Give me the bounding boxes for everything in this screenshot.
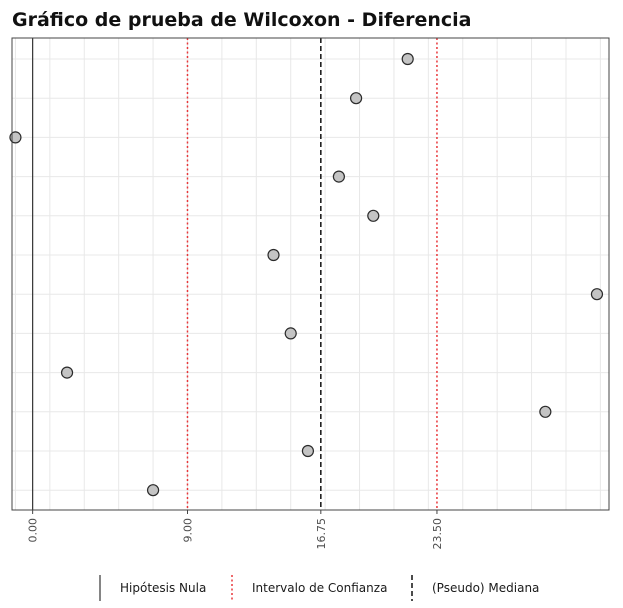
legend-label: (Pseudo) Mediana [432, 581, 539, 595]
data-point [284, 327, 297, 340]
data-point [267, 248, 280, 262]
legend-label: Intervalo de Confianza [252, 581, 387, 595]
reference-lines [32, 38, 438, 510]
x-tick-label: 23.50 [431, 518, 444, 550]
legend-label: Hipótesis Nula [120, 581, 206, 595]
data-point [301, 444, 315, 458]
chart-title: Gráfico de prueba de Wilcoxon - Diferenc… [12, 9, 472, 31]
data-point [367, 209, 380, 222]
data-point [9, 131, 22, 144]
x-axis-ticks: 0.00 9.00 16.75 23.50 [27, 510, 444, 550]
legend: Hipótesis Nula Intervalo de Confianza (Pse… [99, 575, 539, 601]
data-point [539, 405, 552, 418]
x-tick-label: 0.00 [27, 518, 40, 543]
data-point [590, 288, 604, 301]
x-tick-label: 16.75 [315, 518, 328, 550]
x-tick-label: 9.00 [181, 518, 194, 543]
data-point [332, 170, 345, 183]
data-point [146, 484, 160, 497]
data-points [9, 52, 604, 497]
data-point [60, 366, 74, 379]
panel-border [11, 37, 610, 511]
data-point [349, 92, 363, 105]
grid-layer [12, 38, 609, 510]
data-point [401, 52, 414, 66]
